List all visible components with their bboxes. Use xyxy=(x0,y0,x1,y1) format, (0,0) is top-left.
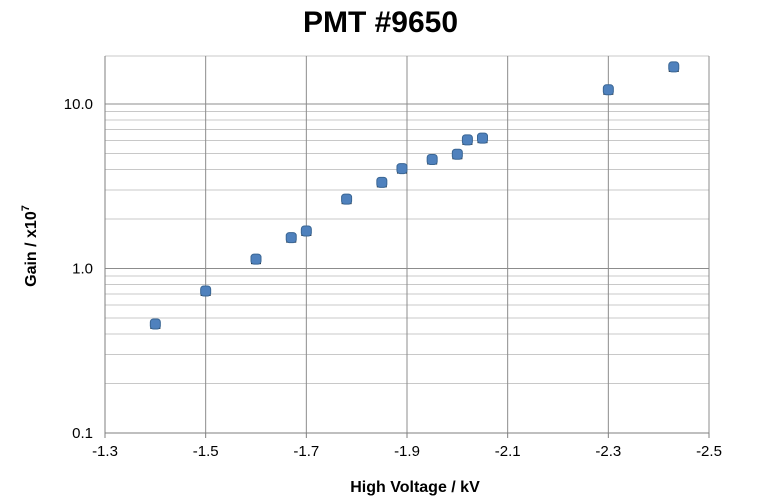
data-point xyxy=(451,148,463,160)
y-axis-label-superscript: 7 xyxy=(20,205,32,211)
x-tick-label: -1.3 xyxy=(92,443,118,460)
x-tick-label: -1.5 xyxy=(193,443,219,460)
data-point xyxy=(426,153,438,165)
data-point xyxy=(668,61,680,73)
y-tick-label: 10.0 xyxy=(64,96,93,113)
x-tick-label: -1.7 xyxy=(293,443,319,460)
data-point xyxy=(200,285,212,297)
data-point xyxy=(477,132,488,144)
x-tick-label: -2.3 xyxy=(595,443,621,460)
chart-title: PMT #9650 xyxy=(302,6,459,39)
x-axis-label: High Voltage / kV xyxy=(350,479,480,496)
data-point xyxy=(376,176,388,188)
tick-labels: -1.3 -1.5 -1.7 -1.9 -2.1 -2.3 -2.5 0.1 1.0 10.0 xyxy=(64,96,722,460)
y-tick-label: 0.1 xyxy=(72,425,93,442)
grid xyxy=(104,55,710,434)
data-point xyxy=(396,163,408,175)
y-tick-label: 1.0 xyxy=(72,261,93,278)
data-point xyxy=(461,134,473,146)
y-axis-label-main: Gain / x10 xyxy=(23,211,40,287)
x-tick-label: -2.1 xyxy=(495,443,521,460)
x-tick-label: -1.9 xyxy=(394,443,420,460)
axes xyxy=(104,56,710,438)
data-point xyxy=(300,225,312,237)
data-point xyxy=(149,318,161,330)
data-point xyxy=(250,253,262,265)
x-tick-label: -2.5 xyxy=(696,443,722,460)
y-axis-label: Gain / x107 xyxy=(20,205,40,287)
data-point xyxy=(602,84,614,96)
data-points xyxy=(149,61,680,330)
data-point xyxy=(341,193,353,205)
data-point xyxy=(285,232,297,244)
